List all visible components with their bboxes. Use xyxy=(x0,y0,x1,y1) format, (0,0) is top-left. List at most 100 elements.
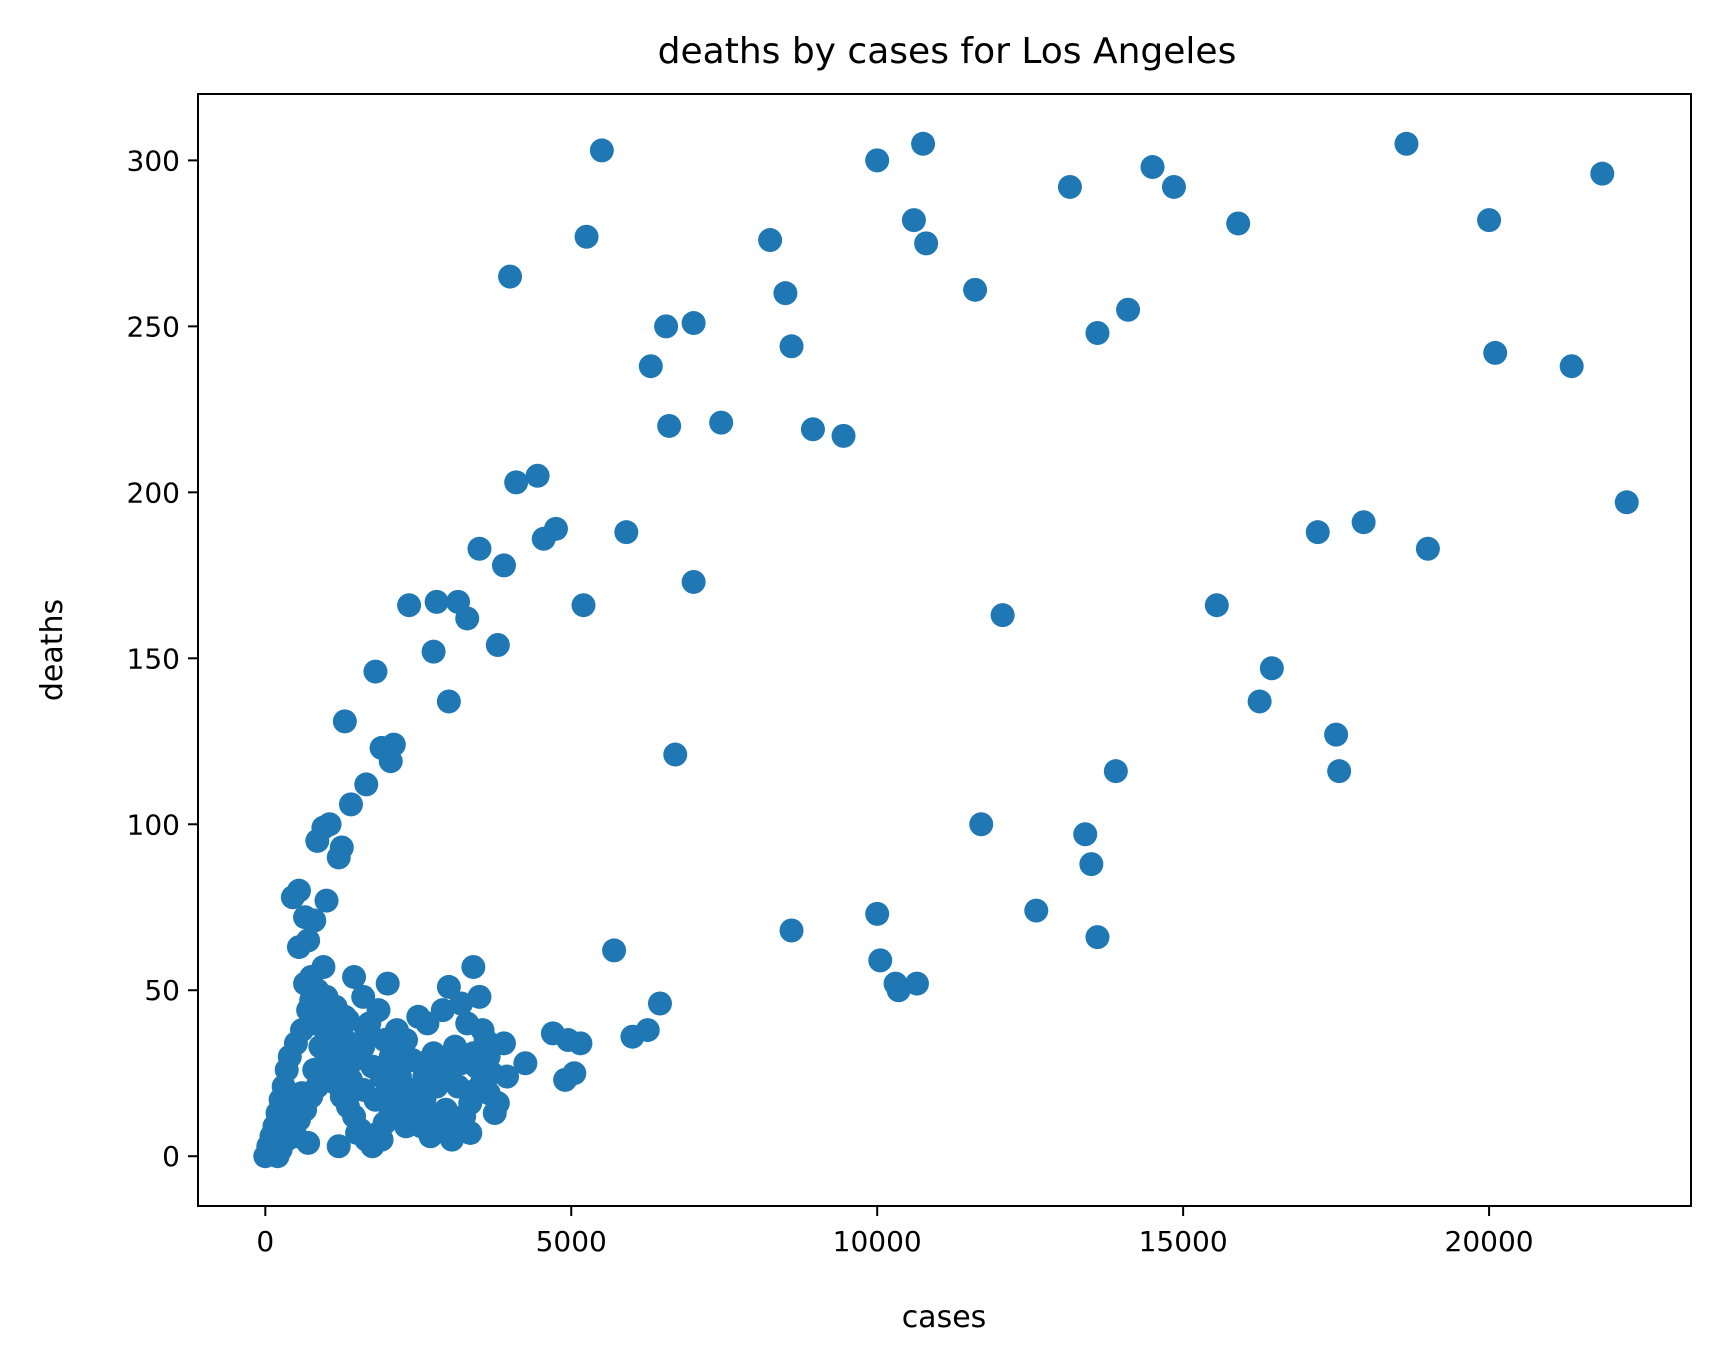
data-point xyxy=(433,1097,458,1122)
data-point xyxy=(1024,898,1049,923)
data-point xyxy=(969,812,994,837)
y-tick-label: 300 xyxy=(127,144,180,177)
data-point xyxy=(491,553,516,578)
data-point xyxy=(681,569,706,594)
data-point xyxy=(1103,759,1128,784)
data-point xyxy=(779,334,804,359)
y-tick-label: 50 xyxy=(144,974,180,1007)
data-point xyxy=(865,148,890,173)
data-point xyxy=(1079,852,1104,877)
data-point xyxy=(397,593,422,618)
data-point xyxy=(277,1097,302,1122)
data-point xyxy=(654,314,679,339)
y-axis-ticks: 0 50 100 150 200 250 300 xyxy=(127,144,198,1173)
data-point xyxy=(372,1028,397,1053)
x-axis-label: cases xyxy=(902,1300,987,1335)
data-point xyxy=(1590,161,1615,186)
data-point xyxy=(758,228,783,253)
data-point xyxy=(1057,174,1082,199)
data-point xyxy=(1477,208,1502,233)
data-point xyxy=(1483,340,1508,365)
data-point xyxy=(1394,131,1419,156)
data-point xyxy=(375,971,400,996)
x-axis-ticks: 0 5000 10000 15000 20000 xyxy=(256,1206,1534,1258)
data-point xyxy=(320,1014,345,1039)
data-point xyxy=(990,603,1015,628)
data-point xyxy=(1327,759,1352,784)
data-point xyxy=(525,463,550,488)
data-point xyxy=(904,971,929,996)
data-point xyxy=(1305,520,1330,545)
data-point xyxy=(280,885,305,910)
x-tick-label: 20000 xyxy=(1445,1225,1534,1258)
data-point xyxy=(543,516,568,541)
data-point xyxy=(338,792,363,817)
data-point xyxy=(589,138,614,163)
data-point xyxy=(1415,536,1440,561)
data-point xyxy=(1085,925,1110,950)
x-tick-label: 15000 xyxy=(1139,1225,1228,1258)
y-axis-label: deaths xyxy=(35,599,70,701)
y-tick-label: 200 xyxy=(127,476,180,509)
x-tick-label: 10000 xyxy=(833,1225,922,1258)
data-point xyxy=(311,955,336,980)
data-point xyxy=(485,633,510,658)
data-point xyxy=(455,606,480,631)
data-point xyxy=(326,845,351,870)
data-point xyxy=(709,410,734,435)
data-point xyxy=(1085,320,1110,345)
data-point xyxy=(1226,211,1251,236)
data-point xyxy=(1259,656,1284,681)
data-point xyxy=(430,998,455,1023)
data-point xyxy=(421,639,446,664)
x-tick-label: 5000 xyxy=(536,1225,607,1258)
data-point xyxy=(914,231,939,256)
data-point xyxy=(354,772,379,797)
data-point xyxy=(409,1051,434,1076)
data-point xyxy=(1204,593,1229,618)
y-tick-label: 150 xyxy=(127,642,180,675)
data-point xyxy=(1116,297,1141,322)
data-point xyxy=(1073,822,1098,847)
data-point xyxy=(647,991,672,1016)
data-point xyxy=(345,1120,370,1145)
plot-frame xyxy=(197,93,1692,1207)
data-point xyxy=(1140,155,1165,180)
data-point xyxy=(332,709,357,734)
data-point xyxy=(314,888,339,913)
data-point xyxy=(476,1081,501,1106)
data-point xyxy=(317,812,342,837)
data-point xyxy=(1161,174,1186,199)
data-point xyxy=(911,131,936,156)
data-point xyxy=(342,964,367,989)
y-tick-label: 250 xyxy=(127,310,180,343)
data-point xyxy=(614,520,639,545)
data-point xyxy=(467,536,492,561)
data-point xyxy=(1351,510,1376,535)
data-point xyxy=(1324,722,1349,747)
data-point xyxy=(293,971,318,996)
data-point xyxy=(302,908,327,933)
data-point xyxy=(963,277,988,302)
data-point xyxy=(1614,490,1639,515)
data-point xyxy=(479,1061,504,1086)
x-tick-label: 0 xyxy=(256,1225,274,1258)
data-point xyxy=(635,1018,660,1043)
data-point xyxy=(354,1018,379,1043)
data-point xyxy=(394,1114,419,1139)
data-point xyxy=(326,1134,351,1159)
data-point xyxy=(467,984,492,1009)
data-point xyxy=(779,918,804,943)
data-point xyxy=(663,742,688,767)
data-point xyxy=(378,749,403,774)
data-point xyxy=(1247,689,1272,714)
chart-title: deaths by cases for Los Angeles xyxy=(658,31,1237,72)
y-tick-label: 0 xyxy=(162,1140,180,1173)
data-point xyxy=(473,1028,498,1053)
data-point xyxy=(868,948,893,973)
data-point xyxy=(449,991,474,1016)
data-point xyxy=(681,311,706,336)
data-points xyxy=(253,131,1639,1169)
data-point xyxy=(504,470,529,495)
data-point xyxy=(436,974,461,999)
